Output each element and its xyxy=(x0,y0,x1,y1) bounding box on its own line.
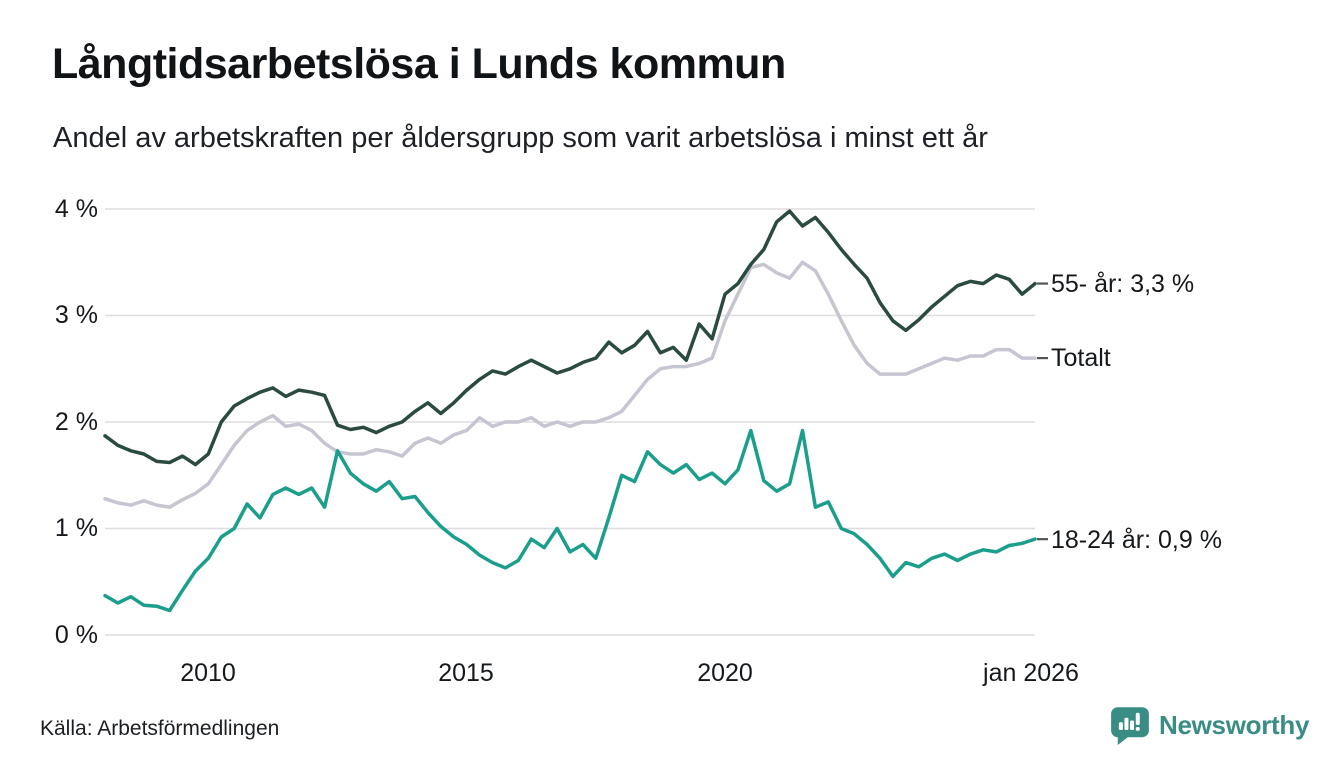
series-line-age1824 xyxy=(103,428,1037,613)
newsworthy-wordmark: Newsworthy xyxy=(1159,709,1310,740)
series-label-55ar: 55- år: 3,3 % xyxy=(1051,270,1195,298)
series-line-total xyxy=(103,260,1037,509)
x-tick-2020: 2020 xyxy=(697,659,753,687)
series-label-18-24ar: 18-24 år: 0,9 % xyxy=(1051,526,1222,554)
x-tick-2010: 2010 xyxy=(180,659,236,687)
y-tick-4: 4 % xyxy=(54,195,98,223)
page-title: Långtidsarbetslösa i Lunds kommun xyxy=(52,40,786,88)
chart-subtitle: Andel av arbetskraften per åldersgrupp s… xyxy=(53,122,988,154)
y-tick-2: 2 % xyxy=(54,408,98,436)
newsworthy-logo-icon xyxy=(1111,707,1149,745)
y-tick-1: 1 % xyxy=(54,514,98,542)
series-label-totalt: Totalt xyxy=(1051,344,1111,372)
x-tick-2015: 2015 xyxy=(438,659,494,687)
series-line-age55 xyxy=(103,209,1037,467)
y-tick-3: 3 % xyxy=(54,301,98,329)
y-tick-0: 0 % xyxy=(54,621,98,649)
newsworthy-brand: Newsworthy xyxy=(1110,705,1309,745)
source-note: Källa: Arbetsförmedlingen xyxy=(40,717,280,740)
x-tick-jan-2026: jan 2026 xyxy=(983,659,1079,687)
